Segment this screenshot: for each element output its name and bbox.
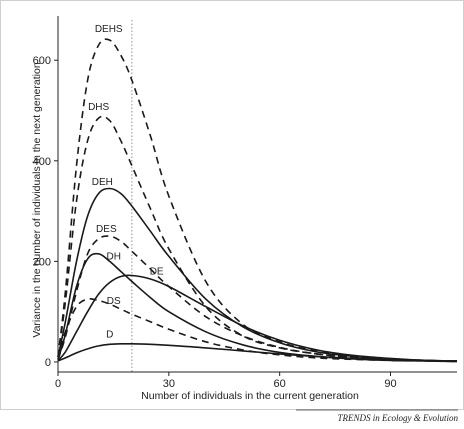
x-axis-title: Number of individuals in the current gen… xyxy=(141,390,359,402)
series-label-dehs: DEHS xyxy=(95,24,123,35)
x-tick-label: 60 xyxy=(274,378,286,390)
series-line-ds xyxy=(57,298,458,363)
series-line-d xyxy=(57,342,458,362)
series-label-deh: DEH xyxy=(92,177,113,188)
series-label-dh: DH xyxy=(106,251,120,262)
series-label-d: D xyxy=(106,329,113,340)
series-label-de: DE xyxy=(150,266,164,277)
series-line-des xyxy=(57,235,458,363)
series-line-de xyxy=(57,274,458,362)
x-tick-label: 90 xyxy=(384,378,396,390)
x-tick-label: 30 xyxy=(163,378,175,390)
curve-label-layer: DEHS DHS DEH DES DH DE DS D xyxy=(88,24,164,340)
series-label-ds: DS xyxy=(107,296,121,307)
y-tick-label: 600 xyxy=(33,55,51,67)
series-label-des: DES xyxy=(96,224,117,235)
y-axis-title: Variance in the number of individuals in… xyxy=(31,62,43,337)
y-tick-label: 0 xyxy=(45,357,51,369)
series-layer xyxy=(57,38,458,363)
y-tick-label: 400 xyxy=(33,156,51,168)
axis-layer: 0 30 60 90 0 200 400 600 xyxy=(33,16,457,390)
series-line-dehs xyxy=(57,38,458,362)
x-tick-label: 0 xyxy=(55,378,61,390)
y-tick-label: 200 xyxy=(33,256,51,268)
series-label-dhs: DHS xyxy=(88,102,109,113)
series-line-deh xyxy=(57,187,458,362)
source-note: TRENDS in Ecology & Evolution xyxy=(338,413,459,423)
chart-frame xyxy=(0,0,464,410)
